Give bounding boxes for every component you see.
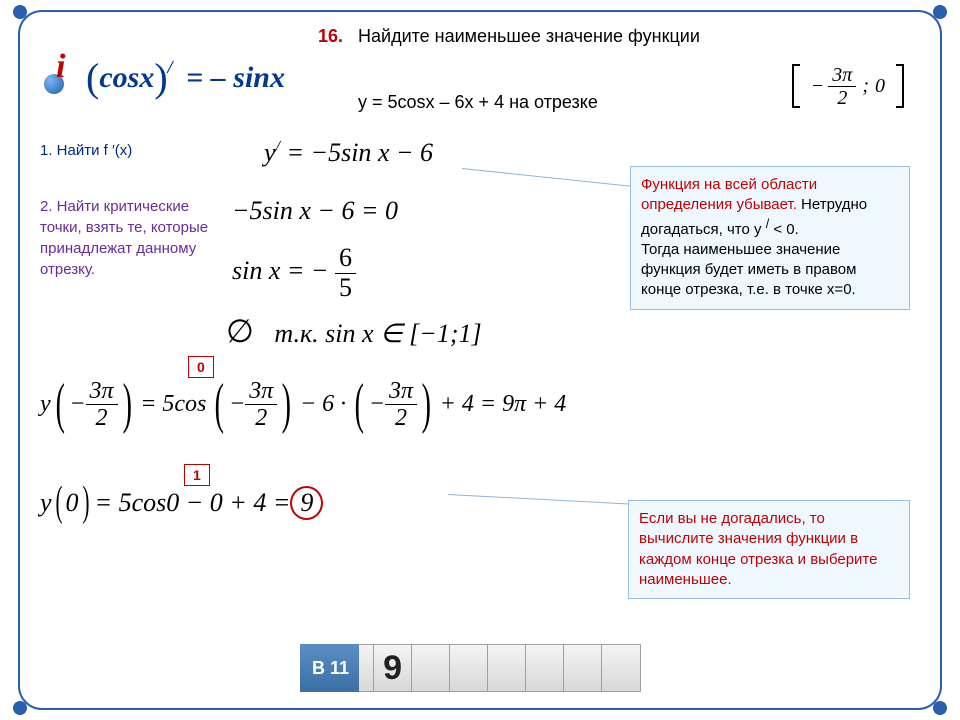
math3-lhs: sin x = − [232, 256, 328, 285]
answer-cell[interactable]: 9 [374, 645, 412, 691]
interval-denominator: 2 [833, 87, 851, 109]
answer-cell[interactable] [564, 645, 602, 691]
math-line-2: −5sin x − 6 = 0 [232, 196, 398, 226]
answer-cell[interactable] [602, 645, 640, 691]
formula-lhs: cosx [99, 61, 154, 94]
math-line-4: ∅ т.к. sin x ∈ [−1;1] [226, 312, 482, 350]
answer-label[interactable]: В 11 [300, 644, 359, 692]
annotation-zero: 0 [188, 356, 214, 378]
math-line-1: y/ = −5sin x − 6 [264, 138, 433, 168]
answer-cells[interactable]: 9 [373, 644, 641, 692]
answer-bar: В 11 9 [300, 644, 641, 692]
task-interval: − 3π 2 ; 0 [792, 64, 904, 108]
answer-cell[interactable] [412, 645, 450, 691]
calc-row-1: y ( − 3π2 ) = 5cos ( − 3π2 ) − 6 · ( − 3… [40, 378, 566, 432]
info-icon: i [40, 56, 80, 96]
math-line-3: sin x = − 6 5 [232, 244, 356, 302]
math3-num: 6 [335, 244, 356, 274]
note-box-1: Функция на всей области определения убыв… [630, 166, 910, 310]
answer-cell[interactable] [450, 645, 488, 691]
derivative-formula: (cosx)/ = – sinx [86, 54, 285, 101]
math3-den: 5 [335, 274, 356, 303]
annotation-one: 1 [184, 464, 210, 486]
formula-rhs: = – sinx [186, 61, 285, 94]
empty-set-icon: ∅ [226, 313, 254, 349]
callout-line [448, 494, 652, 506]
answer-cell[interactable] [526, 645, 564, 691]
calc1-tail: + 4 = 9π + 4 [440, 391, 567, 418]
task-title: Найдите наименьшее значение функции [358, 26, 700, 47]
step-2: 2. Найти критические точки, взять те, ко… [40, 196, 220, 280]
callout-line [462, 168, 647, 188]
note-box-2: Если вы не догадались, то вычислите знач… [628, 500, 910, 599]
interval-numerator: 3π [828, 64, 856, 87]
task-function: y = 5cosx – 6x + 4 на отрезке [358, 92, 598, 113]
answer-cell[interactable] [488, 645, 526, 691]
task-number: 16. [318, 26, 343, 47]
final-answer-circle: 9 [290, 486, 323, 520]
calc-row-2: y(0) = 5cos0 − 0 + 4 = 9 [40, 486, 323, 520]
math4-text: т.к. sin x ∈ [−1;1] [274, 319, 481, 348]
step-1: 1. Найти f ′(x) [40, 142, 132, 159]
slide-content: 16. Найдите наименьшее значение функции … [0, 0, 960, 720]
interval-right: 0 [875, 75, 885, 98]
